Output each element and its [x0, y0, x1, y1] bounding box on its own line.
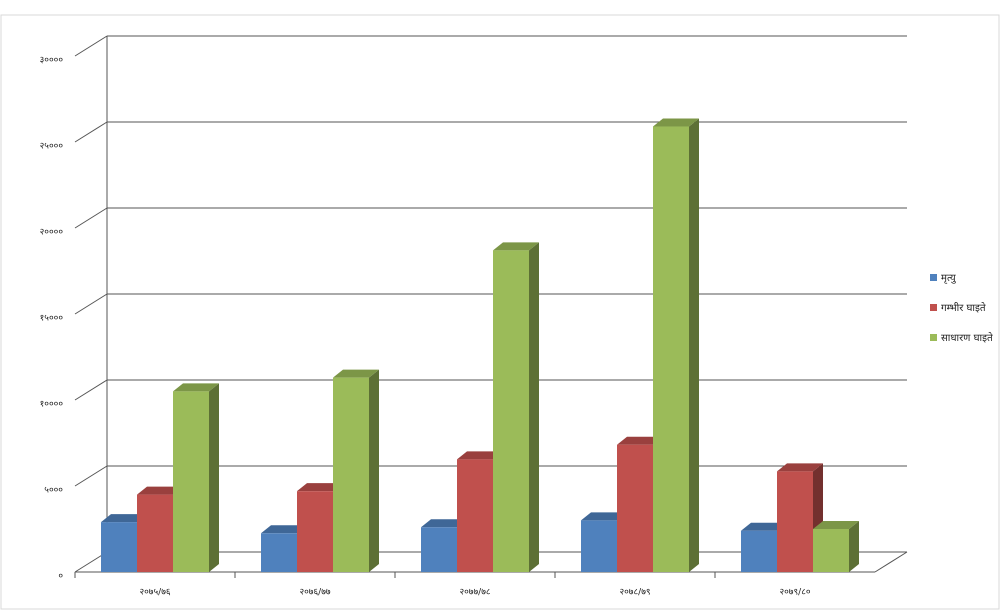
bar-front [297, 491, 333, 572]
bar-top [777, 463, 823, 472]
bar [653, 118, 699, 573]
grid-diag [74, 121, 108, 143]
bar-top [137, 486, 183, 495]
bar [493, 242, 539, 573]
bar-top [173, 383, 219, 392]
bar-top [333, 369, 379, 378]
grid-diag [74, 379, 108, 401]
bar [813, 521, 859, 572]
bar-top [741, 522, 787, 531]
legend-swatch [930, 274, 937, 281]
bar [173, 383, 219, 572]
y-tick-label: १५००० [40, 314, 64, 324]
bar-side [689, 118, 699, 573]
x-tick-label: २०७९/८० [779, 588, 810, 598]
bar-front [101, 522, 137, 572]
bar-front [581, 520, 617, 572]
bar-front [137, 494, 173, 572]
bar-top [297, 483, 343, 492]
y-tick-label: ३०००० [40, 56, 64, 66]
floor-right [874, 551, 908, 573]
bar-side [529, 242, 539, 573]
bar-side [209, 383, 219, 572]
bar-top [617, 436, 663, 445]
bar-side [369, 369, 379, 572]
bar-top [493, 242, 539, 251]
legend-label: साधारण घाइते [941, 332, 993, 344]
y-tick-label: २५००० [40, 142, 64, 152]
y-tick-label: १०००० [40, 400, 64, 410]
bar-top [581, 512, 627, 521]
y-tick-label: ० [58, 572, 63, 582]
legend-swatch [930, 304, 937, 311]
bar-top [813, 521, 859, 529]
bar-front [457, 459, 493, 572]
bar [333, 369, 379, 572]
bar-top [261, 525, 307, 534]
grid-diag [74, 465, 108, 487]
bar-side [849, 521, 859, 572]
bar-front [653, 126, 689, 573]
bar-top [653, 118, 699, 127]
bar-front [333, 377, 369, 572]
bar-front [173, 391, 209, 572]
bar-front [421, 527, 457, 572]
bar-top [457, 451, 503, 460]
bar-front [813, 529, 849, 572]
bar-top [421, 519, 467, 528]
x-tick-label: २०७८/७९ [619, 588, 650, 598]
legend-label: मृत्यु [941, 273, 957, 284]
x-tick-label: २०७७/७८ [459, 588, 490, 598]
bar-front [261, 533, 297, 572]
grid-diag [74, 35, 108, 57]
grid-diag [74, 293, 108, 315]
bar [777, 463, 823, 572]
bar-front [493, 250, 529, 573]
y-tick-label: २०००० [40, 228, 64, 238]
y-tick-label: ५००० [44, 486, 63, 496]
bar-front [777, 471, 813, 572]
bar-front [617, 444, 653, 572]
bar-top [101, 514, 147, 523]
x-tick-label: २०७६/७७ [299, 588, 330, 598]
legend-swatch [930, 334, 937, 341]
grid-diag [74, 207, 108, 229]
x-tick-label: २०७५/७६ [139, 588, 170, 598]
bar-front [741, 530, 777, 572]
legend-label: गम्भीर घाइते [941, 302, 986, 314]
